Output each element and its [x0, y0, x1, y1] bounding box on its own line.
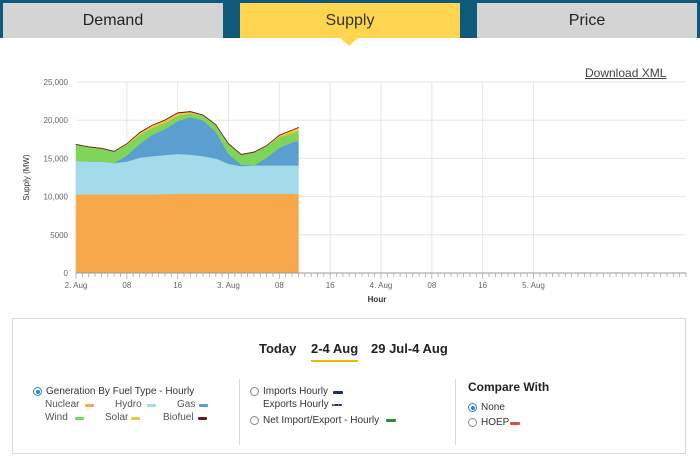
y-tick-label: 20,000	[44, 116, 69, 125]
x-tick-label: 08	[122, 281, 131, 290]
y-tick-label: 15,000	[44, 154, 69, 163]
wind-swatch	[75, 417, 84, 420]
panel-divider-left	[239, 379, 240, 445]
fuel-label-hydro: Hydro	[115, 399, 142, 410]
gas-swatch	[199, 404, 208, 407]
y-tick-label: 25,000	[44, 78, 69, 87]
panel-divider-right	[455, 379, 456, 445]
area-biofuel	[75, 111, 299, 155]
hoep-swatch	[510, 422, 520, 425]
solar-swatch	[131, 417, 140, 420]
biofuel-swatch	[198, 417, 207, 420]
generation-label: Generation By Fuel Type - Hourly	[46, 386, 195, 397]
tab-supply[interactable]: Supply	[240, 3, 460, 38]
hydro-swatch	[147, 404, 156, 407]
download-xml-link[interactable]: Download XML	[585, 66, 667, 80]
compare-hoep-label: HOEP	[481, 417, 510, 428]
x-tick-label: 16	[478, 281, 487, 290]
fuel-label-nuclear: Nuclear	[45, 399, 80, 410]
y-tick-label: 0	[64, 269, 69, 278]
imports-swatch	[333, 391, 343, 394]
area-nuclear	[75, 193, 299, 274]
options-panel: Today 2-4 Aug 29 Jul-4 Aug Generation By…	[12, 318, 686, 454]
fuel-label-wind: Wind	[45, 412, 68, 423]
active-tab-indicator	[340, 38, 358, 46]
range-29jul-4aug[interactable]: 29 Jul-4 Aug	[371, 341, 448, 356]
exports-label: Exports Hourly	[263, 399, 329, 410]
compare-hoep-radio[interactable]	[468, 418, 477, 427]
tab-price[interactable]: Price	[477, 3, 697, 38]
nuclear-swatch	[85, 404, 94, 407]
tab-demand[interactable]: Demand	[3, 3, 223, 38]
y-axis-title: Supply (MW)	[22, 154, 31, 201]
generation-radio[interactable]	[33, 387, 42, 396]
x-tick-label: 4. Aug	[370, 281, 393, 290]
x-tick-label: 3. Aug	[217, 281, 240, 290]
fuel-label-gas: Gas	[177, 399, 196, 410]
range-2-4-aug[interactable]: 2-4 Aug	[311, 341, 359, 362]
net-swatch	[386, 419, 396, 422]
x-tick-label: 08	[275, 281, 284, 290]
net-label: Net Import/Export - Hourly	[263, 415, 380, 426]
x-tick-label: 5. Aug	[522, 281, 545, 290]
compare-none-label: None	[481, 402, 505, 413]
x-tick-label: 16	[326, 281, 335, 290]
exports-swatch	[332, 404, 342, 406]
imports-label: Imports Hourly	[263, 386, 329, 397]
fuel-label-biofuel: Biofuel	[163, 412, 194, 423]
range-today[interactable]: Today	[259, 341, 297, 356]
supply-chart: 0 5000 10,000 15,000 20,000 25,000 2. Aug 08 16 3…	[22, 78, 687, 304]
y-tick-label: 10,000	[44, 193, 69, 202]
fuel-label-solar: Solar	[105, 412, 129, 423]
x-tick-label: 2. Aug	[65, 281, 88, 290]
x-tick-label: 08	[427, 281, 436, 290]
x-tick-label: 16	[173, 281, 182, 290]
compare-title: Compare With	[468, 380, 550, 394]
x-axis-title: Hour	[368, 295, 387, 304]
imports-radio[interactable]	[250, 387, 259, 396]
net-radio[interactable]	[250, 416, 259, 425]
y-tick-label: 5000	[50, 231, 68, 240]
compare-none-radio[interactable]	[468, 403, 477, 412]
